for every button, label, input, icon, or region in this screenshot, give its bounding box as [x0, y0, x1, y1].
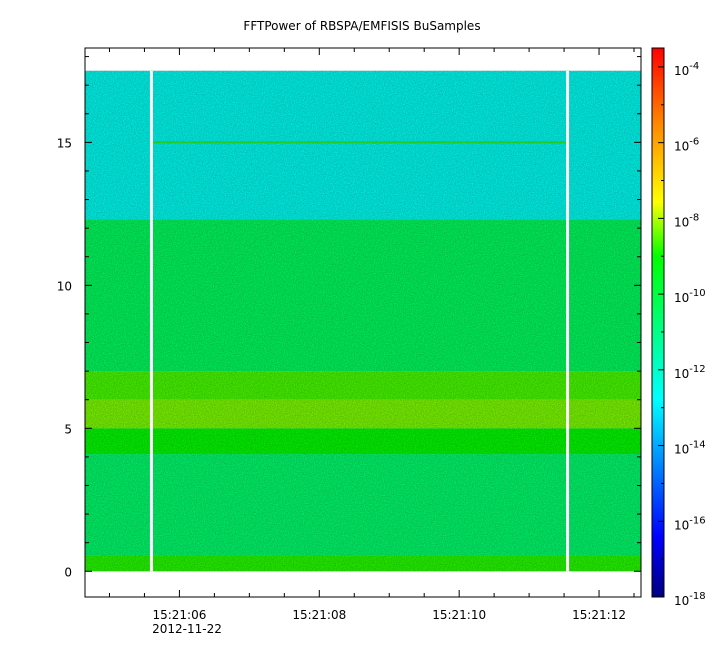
data-gap — [566, 70, 570, 572]
y-tick-label: 15 — [57, 136, 72, 150]
x-tick-label: 15:21:12 — [572, 608, 626, 622]
x-axis: 15:21:06 15:21:08 15:21:10 15:21:12 — [108, 48, 635, 622]
y-tick-label: 0 — [64, 565, 72, 579]
colorbar-tick-label: 10-16 — [674, 515, 706, 532]
colorbar-tick-label: 10-4 — [674, 61, 699, 78]
x-tick-label: 15:21:06 — [152, 608, 206, 622]
colorbar-tick-label: 10-8 — [674, 212, 699, 229]
colorbar-tick-label: 10-10 — [674, 288, 706, 305]
plot-area — [84, 47, 642, 598]
x-tick-label: 15:21:08 — [292, 608, 346, 622]
data-gap — [149, 70, 153, 572]
chart-title: FFTPower of RBSPA/EMFISIS BuSamples — [243, 19, 480, 33]
x-date-label: 2012-11-22 — [152, 622, 222, 636]
y-tick-label: 5 — [64, 422, 72, 436]
x-tick-label: 15:21:10 — [432, 608, 486, 622]
y-tick-label: 10 — [57, 279, 72, 293]
colorbar: 10-4 10-6 10-8 10-10 10-12 10-14 10-16 10-18 — [651, 47, 706, 608]
noise-texture — [85, 70, 641, 572]
y-axis: 0 5 10 15 — [57, 56, 641, 579]
colorbar-tick-label: 10-18 — [674, 591, 706, 608]
colorbar-tick-label: 10-6 — [674, 137, 699, 154]
plot-frame — [84, 47, 642, 598]
colorbar-tick-label: 10-14 — [674, 440, 706, 457]
colorbar-tick-label: 10-12 — [674, 364, 706, 381]
colorbar-gradient — [651, 47, 665, 598]
